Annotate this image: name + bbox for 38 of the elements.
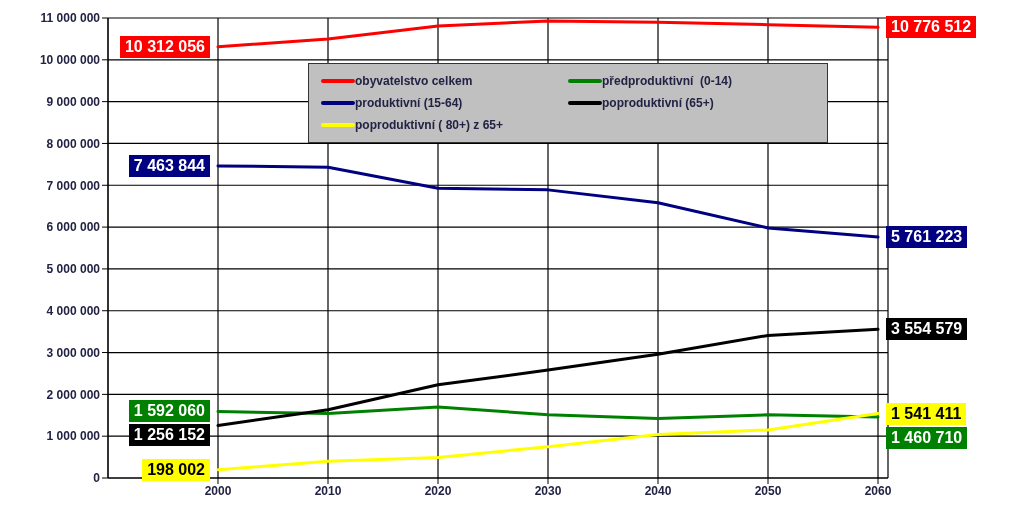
data-label: 10 776 512: [886, 16, 977, 39]
x-tick-label: 2020: [424, 483, 452, 498]
line-series: [216, 412, 880, 472]
y-tick-label: 4 000 000: [46, 303, 101, 318]
y-tick-label: 2 000 000: [46, 387, 101, 402]
y-tick-label: 7 000 000: [46, 178, 101, 193]
x-tick-label: 2010: [314, 483, 342, 498]
data-label: 7 463 844: [128, 154, 210, 177]
legend-label: předproduktivní (0-14): [602, 74, 733, 88]
legend-label: poproduktivní (65+): [602, 96, 714, 110]
legend-label: produktivní (15-64): [355, 96, 463, 110]
x-tick-label: 2050: [754, 483, 782, 498]
legend-label: obyvatelstvo celkem: [355, 74, 473, 88]
y-tick-label: 11 000 000: [40, 11, 101, 26]
line-series: [216, 19, 880, 49]
x-tick-label: 2060: [864, 483, 892, 498]
y-tick-label: 5 000 000: [46, 262, 101, 277]
line-series: [216, 405, 880, 421]
x-tick-label: 2030: [534, 483, 562, 498]
y-tick-label: 10 000 000: [39, 53, 101, 68]
data-label: 1 541 411: [886, 402, 967, 425]
data-label: 3 554 579: [886, 318, 968, 341]
data-label: 1 256 152: [128, 424, 210, 447]
y-tick-label: 9 000 000: [46, 94, 101, 109]
data-label: 198 002: [142, 458, 210, 481]
data-label: 1 460 710: [886, 426, 968, 449]
y-tick-label: 3 000 000: [46, 345, 101, 360]
data-label: 10 312 056: [119, 35, 210, 58]
x-tick-label: 2040: [644, 483, 672, 498]
y-tick-label: 6 000 000: [46, 220, 101, 235]
y-tick-label: 8 000 000: [46, 136, 101, 151]
line-series: [216, 164, 880, 239]
y-tick-label: 1 000 000: [46, 429, 101, 444]
y-tick-label: 0: [93, 471, 101, 486]
data-label: 1 592 060: [128, 400, 210, 423]
data-label: 5 761 223: [886, 226, 968, 249]
legend-label: poproduktivní ( 80+) z 65+: [355, 118, 504, 132]
x-tick-label: 2000: [204, 483, 232, 498]
